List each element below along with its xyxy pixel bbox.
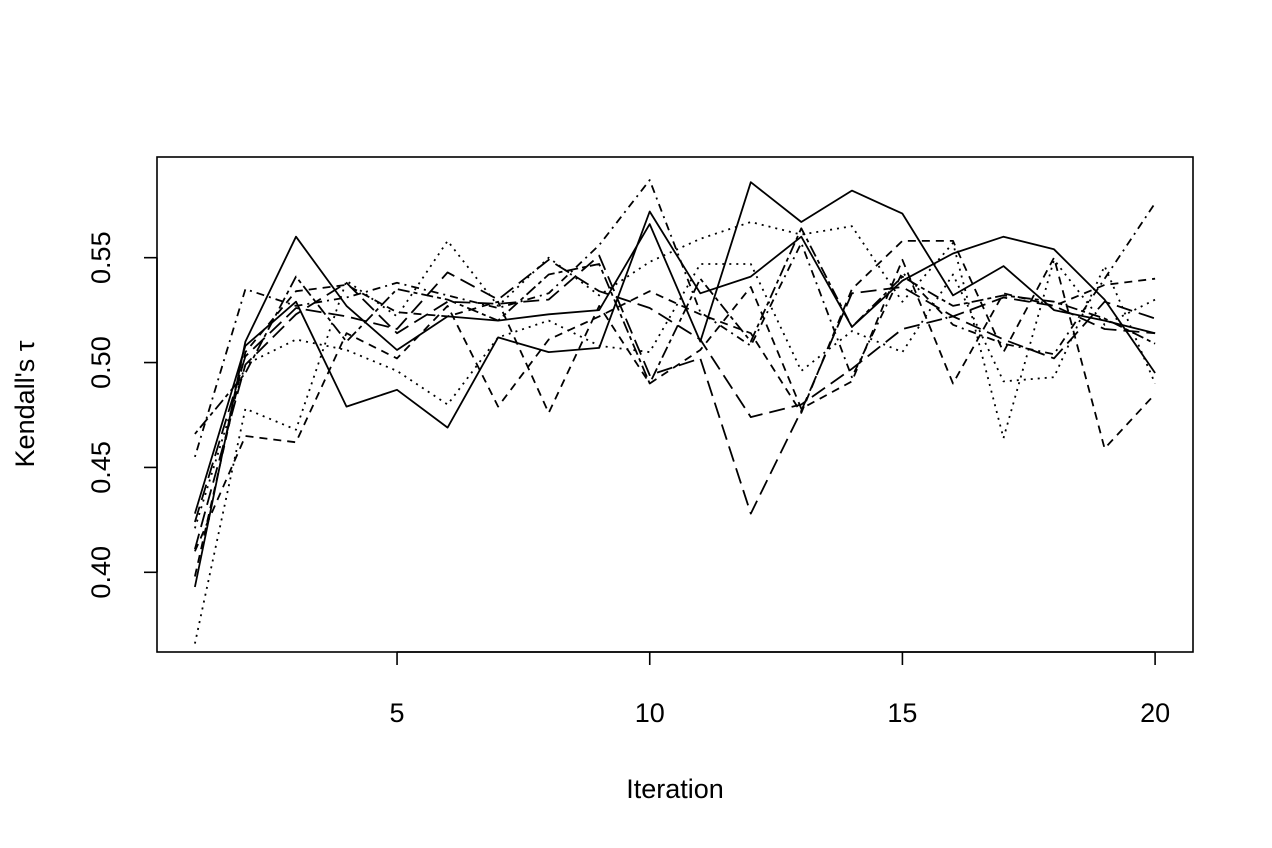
y-axis: 0.40 0.45 0.50 0.55 — [86, 231, 158, 599]
x-axis: 5 10 15 20 — [390, 651, 1170, 728]
series-line-1 — [194, 181, 1156, 588]
series-line-2 — [194, 210, 1156, 514]
x-tick-label: 10 — [635, 698, 665, 728]
series-line-7 — [194, 254, 1156, 550]
series-layer — [194, 179, 1156, 644]
x-axis-title: Iteration — [626, 774, 724, 804]
x-tick-label: 20 — [1140, 698, 1170, 728]
x-tick-label: 5 — [390, 698, 405, 728]
series-line-3 — [194, 221, 1156, 644]
series-line-5 — [194, 239, 1156, 552]
y-tick-label: 0.45 — [86, 441, 116, 494]
plot-box — [156, 156, 1194, 653]
y-axis-title: Kendall's τ — [10, 340, 40, 467]
y-tick-label: 0.55 — [86, 231, 116, 284]
series-line-10 — [194, 227, 1156, 435]
series-line-4 — [194, 263, 1156, 529]
y-tick-label: 0.40 — [86, 546, 116, 599]
series-line-6 — [194, 258, 1156, 577]
x-tick-label: 15 — [887, 698, 917, 728]
series-line-8 — [194, 258, 1156, 523]
series-line-9 — [194, 179, 1156, 458]
y-tick-label: 0.50 — [86, 336, 116, 389]
